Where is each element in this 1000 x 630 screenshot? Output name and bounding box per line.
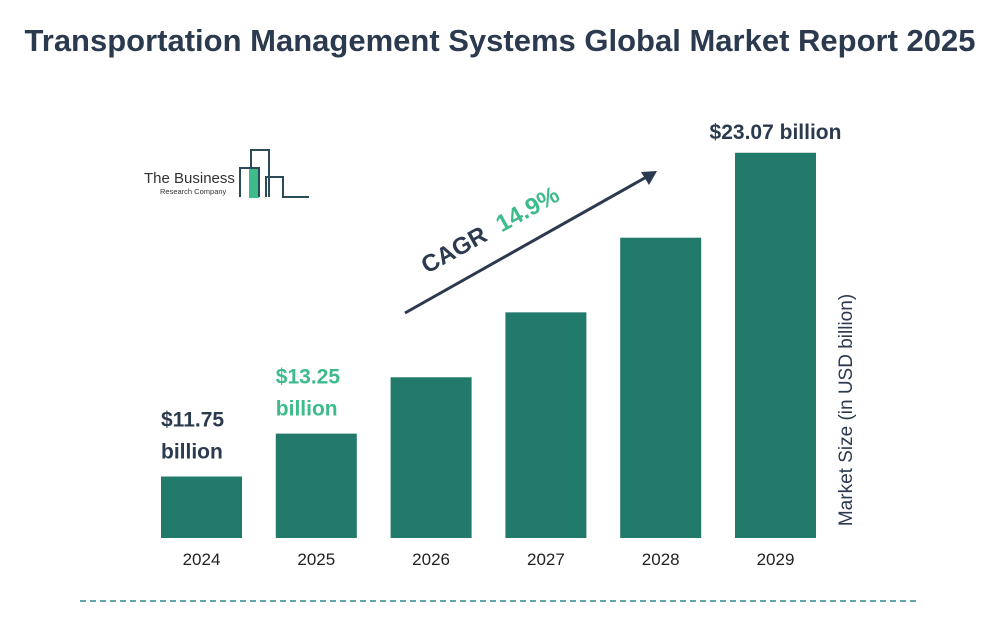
bar-2027 [505, 312, 587, 538]
bar-2028 [620, 237, 702, 538]
x-tick-label: 2026 [412, 550, 450, 569]
y-axis-label: Market Size (in USD billion) [836, 294, 857, 526]
cagr-arrow-line [404, 173, 651, 315]
cagr-annotation: CAGR 14.9% [404, 171, 657, 315]
x-tick-label: 2028 [642, 550, 680, 569]
data-label: $23.07 billion [710, 121, 842, 144]
bar-2026 [390, 377, 472, 538]
logo-line1: The Business [144, 170, 235, 187]
data-label: $11.75 [161, 409, 224, 432]
bar-2025 [275, 433, 357, 538]
x-tick-label: 2024 [183, 550, 221, 569]
arrow-head-icon [641, 171, 657, 185]
data-label: $13.25 [276, 366, 341, 389]
data-label-unit: billion [161, 441, 223, 464]
logo: The Business Research Company [144, 149, 309, 198]
x-tick-label: 2025 [297, 550, 335, 569]
bar-2029 [735, 152, 816, 538]
x-tick-label: 2027 [527, 550, 565, 569]
x-tick-label: 2029 [757, 550, 795, 569]
bar-2024 [161, 476, 242, 538]
chart-title: Transportation Management Systems Global… [24, 23, 976, 58]
data-label-unit: billion [276, 398, 338, 421]
logo-line2: Research Company [160, 187, 227, 196]
